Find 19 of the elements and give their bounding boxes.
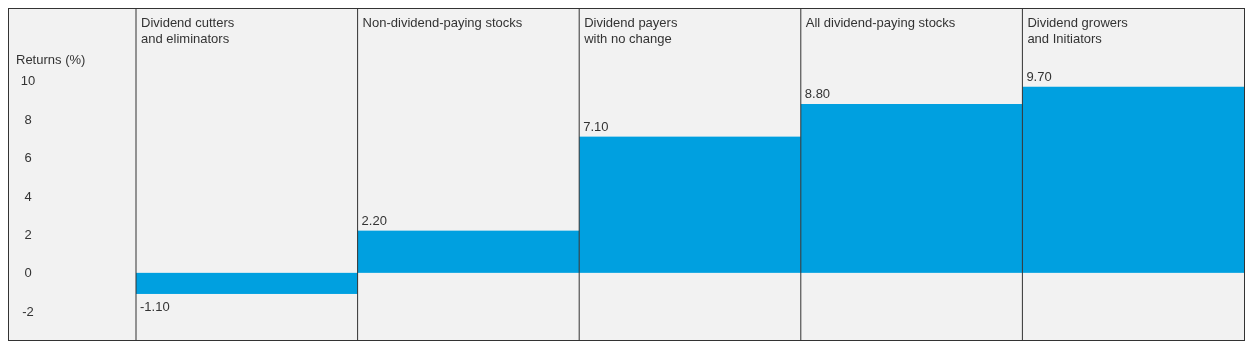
data-label: 2.20 — [361, 212, 387, 228]
x-tick-label: Dividend growers and Initiators — [1027, 15, 1129, 46]
y-tick-label: 6 — [24, 150, 32, 166]
x-tick-label: All dividend-paying stocks — [805, 15, 956, 30]
bar — [136, 272, 358, 294]
y-tick-label: 2 — [24, 226, 32, 242]
y-tick-label: 0 — [24, 265, 32, 281]
data-label: 8.80 — [804, 86, 831, 102]
y-tick-label: 10 — [20, 73, 36, 89]
x-tick-label: Non-dividend-paying stocks — [362, 15, 523, 30]
y-tick-label: -2 — [22, 303, 34, 319]
data-label: 9.70 — [1026, 68, 1052, 84]
y-tick-label: 8 — [24, 111, 32, 127]
data-label: 7.10 — [583, 118, 609, 134]
y-tick-label: 4 — [24, 188, 32, 204]
y-axis-title: Returns (%) — [16, 52, 86, 67]
x-tick-label: Dividend payers with no change — [583, 15, 678, 46]
data-label: -1.10 — [140, 298, 170, 314]
x-tick-label: Dividend cutters and eliminators — [141, 15, 235, 46]
